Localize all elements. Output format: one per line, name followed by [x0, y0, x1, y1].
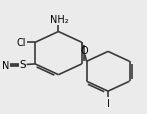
Text: S: S	[19, 60, 26, 70]
Text: N: N	[1, 61, 9, 70]
Text: NH₂: NH₂	[50, 15, 69, 25]
Text: I: I	[107, 98, 110, 108]
Text: O: O	[80, 46, 88, 56]
Text: Cl: Cl	[16, 37, 26, 47]
